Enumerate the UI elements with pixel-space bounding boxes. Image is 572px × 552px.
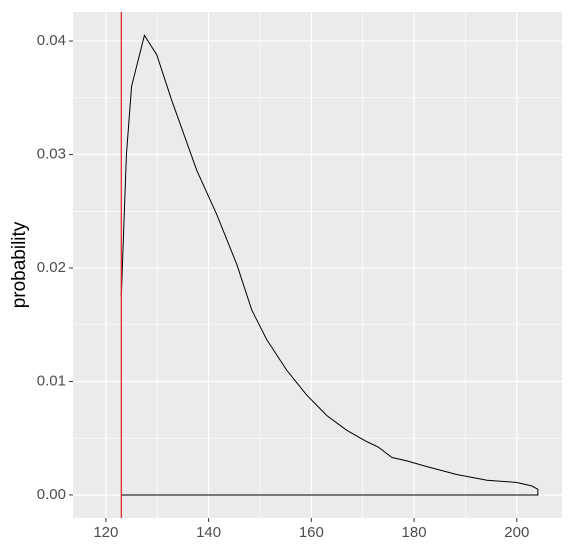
y-tick-label: 0.02 bbox=[37, 259, 66, 276]
y-tick-label: 0.04 bbox=[37, 32, 66, 49]
x-tick-label: 120 bbox=[93, 524, 118, 541]
x-tick-label: 160 bbox=[299, 524, 324, 541]
x-tick-label: 180 bbox=[402, 524, 427, 541]
x-tick-label: 140 bbox=[196, 524, 221, 541]
y-tick-label: 0.01 bbox=[37, 372, 66, 389]
density-curve bbox=[120, 34, 539, 496]
y-tick-label: 0.00 bbox=[37, 486, 66, 503]
y-tick-label: 0.03 bbox=[37, 145, 66, 162]
x-tick-label: 200 bbox=[504, 524, 529, 541]
panel bbox=[73, 12, 562, 518]
y-axis-label: probability bbox=[9, 221, 30, 308]
